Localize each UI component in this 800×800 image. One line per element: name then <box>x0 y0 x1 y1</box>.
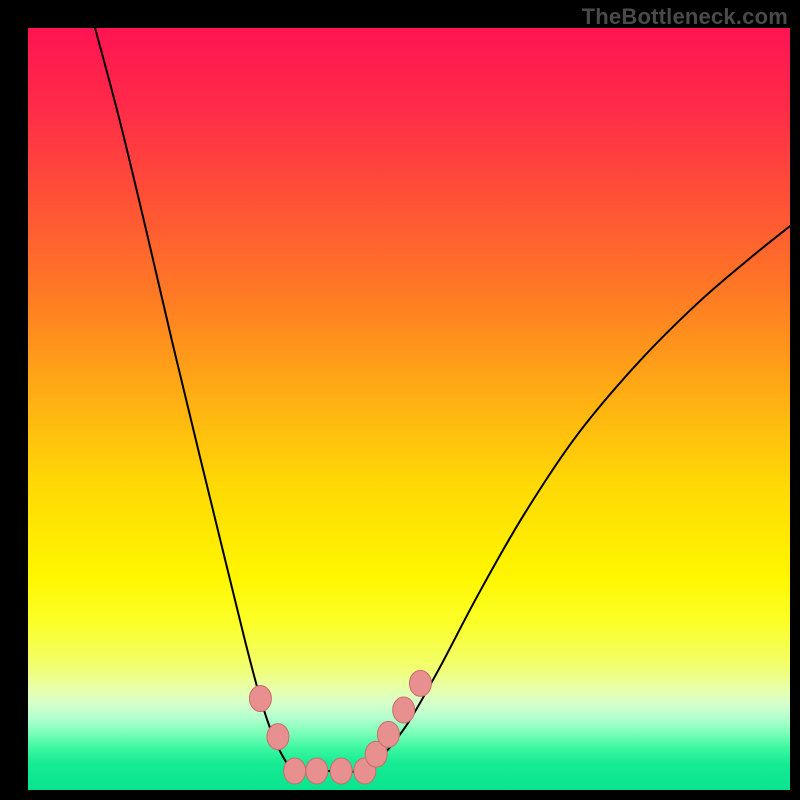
curve-marker <box>249 686 271 712</box>
watermark-text: TheBottleneck.com <box>582 4 788 30</box>
curve-marker <box>306 758 328 784</box>
gradient-background <box>28 28 790 790</box>
curve-marker <box>377 721 399 747</box>
curve-marker <box>267 724 289 750</box>
chart-frame: TheBottleneck.com <box>0 0 800 800</box>
curve-marker <box>284 758 306 784</box>
bottleneck-curve-chart <box>0 0 800 800</box>
curve-marker <box>393 697 415 723</box>
curve-marker <box>409 670 431 696</box>
curve-marker <box>330 758 352 784</box>
